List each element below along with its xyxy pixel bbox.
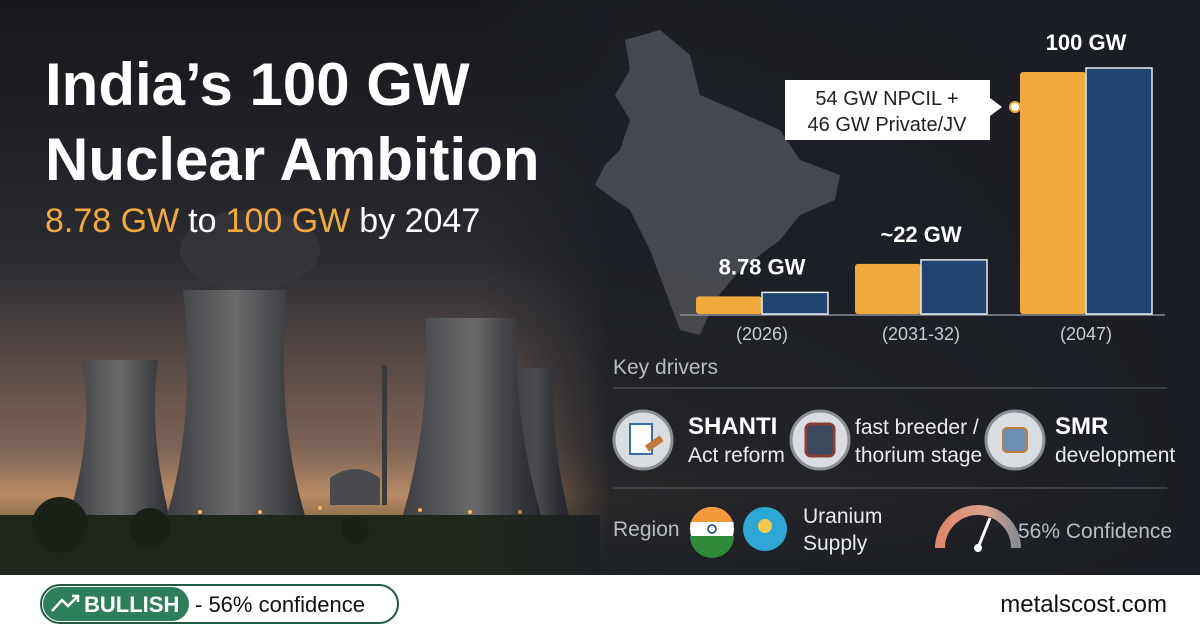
title-line: Nuclear Ambition xyxy=(45,126,540,193)
bar xyxy=(1020,72,1086,314)
signal: BULLISH xyxy=(84,592,179,617)
supply-text: Supply xyxy=(803,532,868,555)
bar-chart: 8.78 GW (2026) ~22 GW (2031-32) 100 GW (2047) xyxy=(680,30,1165,344)
region-label: Region xyxy=(613,518,680,541)
value-label: ~22 GW xyxy=(880,222,962,247)
value-label: 8.78 GW xyxy=(719,254,806,279)
subtitle-part: 100 GW xyxy=(226,202,351,240)
category-label: (2047) xyxy=(1060,324,1112,344)
signal-badge xyxy=(43,587,189,621)
category-label: (2026) xyxy=(736,324,788,344)
annotation-text: 46 GW Private/JV xyxy=(808,114,968,136)
signal-confidence: - 56% confidence xyxy=(195,592,365,617)
annotation-text: 54 GW NPCIL + xyxy=(815,88,958,110)
site: metalscost.com xyxy=(1000,591,1167,618)
driver-icons xyxy=(612,409,1046,471)
supply-text: Uranium xyxy=(803,505,882,528)
bar xyxy=(1085,67,1153,315)
driver-text: SMR xyxy=(1055,413,1108,440)
category-label: (2031-32) xyxy=(882,324,960,344)
bar xyxy=(920,259,988,315)
gauge xyxy=(935,505,1021,552)
driver-text: fast breeder / xyxy=(855,416,979,439)
annotation-box xyxy=(785,80,1002,140)
subtitle-part: by 2047 xyxy=(359,202,480,240)
drivers-label: Key drivers xyxy=(613,356,718,379)
india-map xyxy=(595,30,840,335)
subtitle-part: to xyxy=(188,202,216,240)
annotation-dot xyxy=(1009,101,1021,113)
driver-text: SHANTI xyxy=(688,413,777,440)
annotation: 54 GW NPCIL + 46 GW Private/JV xyxy=(785,80,1021,140)
flags xyxy=(690,507,787,558)
subtitle-part: 8.78 GW xyxy=(45,202,179,240)
trend-icon xyxy=(51,594,80,612)
subtitle: 8.78 GW to 100 GW by 2047 xyxy=(45,202,480,240)
drivers: SHANTI Act reform fast breeder / thorium st… xyxy=(688,413,1175,467)
driver-text: development xyxy=(1055,444,1175,467)
value-label: 100 GW xyxy=(1046,30,1127,55)
bar xyxy=(855,263,921,314)
confidence-text: 56% Confidence xyxy=(1018,520,1172,543)
driver-text: thorium stage xyxy=(855,444,982,467)
bar xyxy=(761,291,829,315)
bar xyxy=(696,296,762,314)
title-line: India’s 100 GW xyxy=(45,51,470,118)
driver-text: Act reform xyxy=(688,444,785,467)
